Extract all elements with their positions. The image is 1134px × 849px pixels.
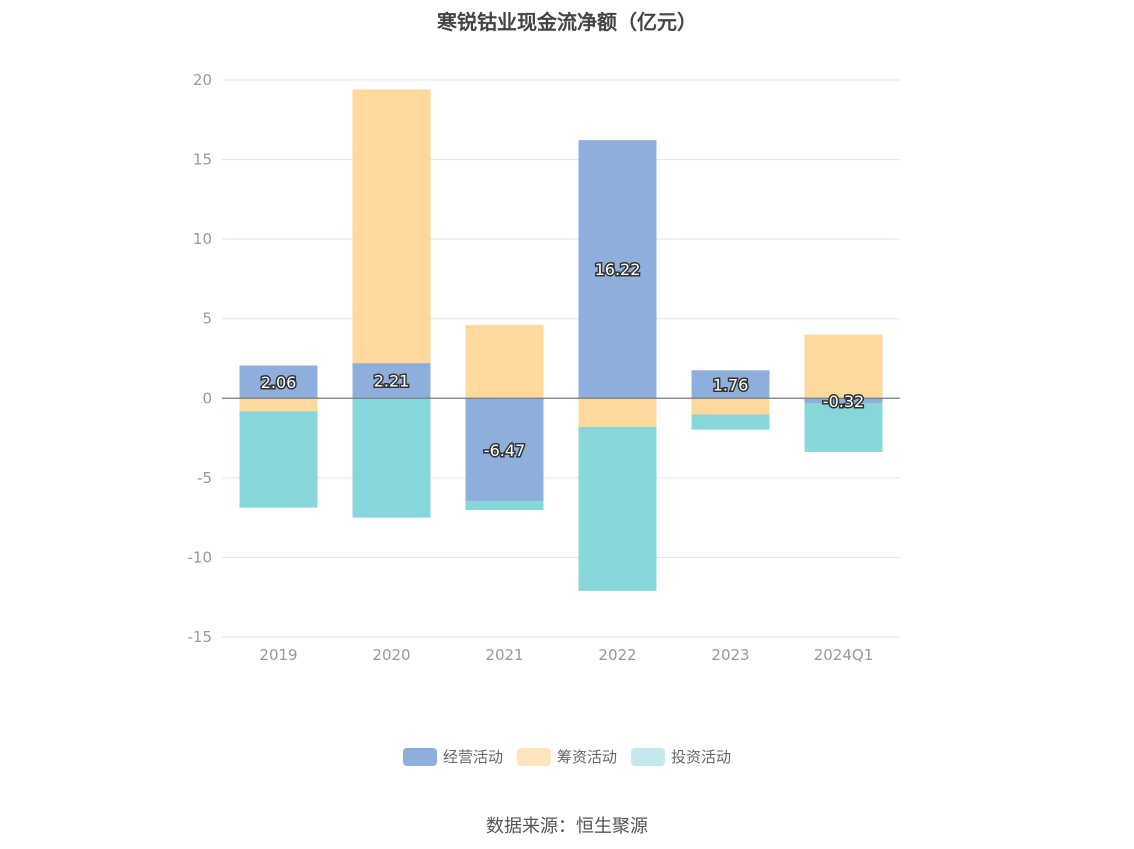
y-tick-label: 0 [202, 389, 212, 407]
y-tick-label: -15 [188, 628, 213, 646]
x-tick-label: 2023 [711, 646, 749, 664]
grid-lines [222, 79, 900, 638]
data-label: 16.22 [595, 260, 641, 279]
legend: 经营活动 筹资活动 投资活动 [0, 746, 1134, 767]
bar-投资活动-2024Q1 [804, 403, 883, 452]
x-tick-label: 2020 [372, 646, 410, 664]
legend-label: 经营活动 [442, 748, 503, 766]
data-label: 2.06 [261, 373, 297, 392]
bar-投资活动-2019 [239, 411, 318, 508]
y-tick-label: 10 [193, 230, 212, 248]
x-axis-tick-labels: 2019 2020 2021 2022 2023 2024Q1 [259, 646, 873, 664]
data-label: 2.21 [374, 372, 410, 391]
x-tick-label: 2024Q1 [814, 646, 874, 664]
bar-筹资活动-2024Q1 [804, 334, 883, 399]
bars [239, 89, 883, 591]
bar-投资活动-2021 [465, 501, 544, 511]
legend-swatch [516, 747, 551, 766]
bar-投资活动-2020 [352, 398, 431, 518]
legend-item[interactable]: 筹资活动 [516, 746, 617, 767]
data-label: 1.76 [713, 375, 749, 394]
bar-经营活动-2019 [239, 365, 318, 399]
y-tick-label: 15 [193, 151, 212, 169]
data-label: -6.47 [484, 441, 525, 460]
bar-筹资活动-2019 [239, 398, 318, 412]
legend-item[interactable]: 投资活动 [631, 746, 731, 767]
bar-经营活动-2021 [465, 398, 544, 502]
bar-经营活动-2020 [352, 363, 431, 399]
bar-筹资活动-2022 [578, 398, 657, 427]
bar-经营活动-2023 [691, 370, 770, 399]
data-label: -0.32 [823, 392, 864, 411]
bar-经营活动-2024Q1 [804, 398, 883, 404]
legend-item[interactable]: 经营活动 [402, 746, 503, 767]
x-tick-label: 2021 [485, 646, 523, 664]
y-axis-tick-labels: -15 -10 -5 0 5 10 15 20 [188, 71, 213, 646]
legend-label: 投资活动 [671, 748, 732, 766]
bar-经营活动-2022 [578, 140, 657, 399]
bar-投资活动-2022 [578, 426, 657, 591]
bar-投资活动-2023 [691, 414, 770, 430]
y-tick-label: -10 [188, 548, 213, 566]
legend-swatch [402, 747, 437, 766]
legend-swatch [631, 747, 665, 766]
y-tick-label: 5 [202, 310, 212, 328]
x-tick-label: 2019 [259, 646, 297, 664]
legend-label: 筹资活动 [556, 748, 617, 766]
x-tick-label: 2022 [598, 646, 636, 664]
bar-筹资活动-2020 [352, 89, 431, 364]
bar-筹资活动-2023 [691, 398, 770, 415]
y-tick-label: 20 [193, 71, 212, 89]
data-labels: 2.06 2.21 -6.47 16.22 1.76 -0.32 [259, 259, 866, 462]
source-note: 数据来源：恒生聚源 [486, 816, 648, 837]
bar-筹资活动-2021 [465, 325, 544, 399]
y-tick-label: -5 [197, 469, 212, 487]
chart-title: 寒锐钴业现金流净额（亿元） [437, 10, 697, 34]
